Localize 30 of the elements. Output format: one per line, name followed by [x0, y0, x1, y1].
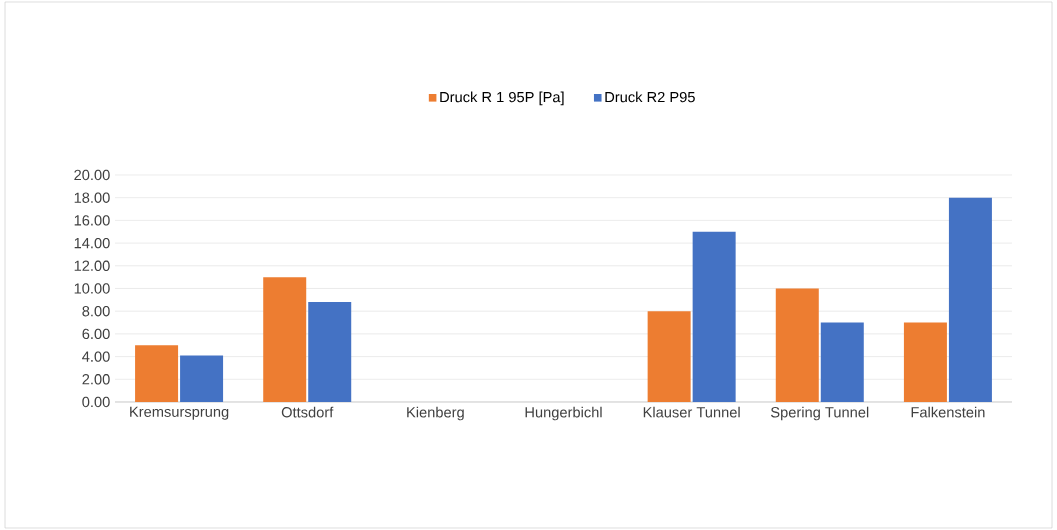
y-tick-label: 18.00 [74, 192, 110, 203]
bar [135, 345, 179, 402]
y-tick-label: 12.00 [74, 260, 110, 271]
y-tick-label: 14.00 [74, 237, 110, 249]
x-tick-label: Ottsdorf [281, 406, 334, 418]
x-tick-label: Falkenstein [911, 406, 985, 418]
legend-label: Druck R 1 95P [Pa] [440, 91, 564, 106]
y-tick-label: 6.00 [82, 328, 110, 340]
bar [903, 322, 947, 402]
x-tick-label: Kienberg [407, 406, 464, 421]
x-tick-label: Spering Tunnel [770, 406, 869, 421]
y-tick-label: 2.00 [82, 374, 110, 385]
x-tick-label: Kremsursprung [130, 406, 229, 420]
bar [308, 302, 352, 402]
y-tick-label: 0.00 [82, 396, 110, 408]
y-tick-label: 20.00 [74, 169, 110, 181]
bar [647, 311, 691, 402]
x-tick-label: Hungerbichl [525, 406, 602, 421]
x-tick-label: Klauser Tunnel [643, 406, 740, 418]
legend-label: Druck R2 P95 [605, 91, 695, 103]
bar [948, 197, 992, 402]
y-tick-label: 4.00 [82, 351, 110, 362]
bar [820, 322, 864, 402]
y-tick-label: 8.00 [82, 306, 110, 317]
y-tick-label: 16.00 [74, 215, 110, 226]
bar [263, 277, 307, 402]
bar [775, 288, 819, 402]
bar [180, 355, 224, 402]
bar [692, 231, 736, 402]
y-tick-label: 10.00 [74, 283, 110, 294]
